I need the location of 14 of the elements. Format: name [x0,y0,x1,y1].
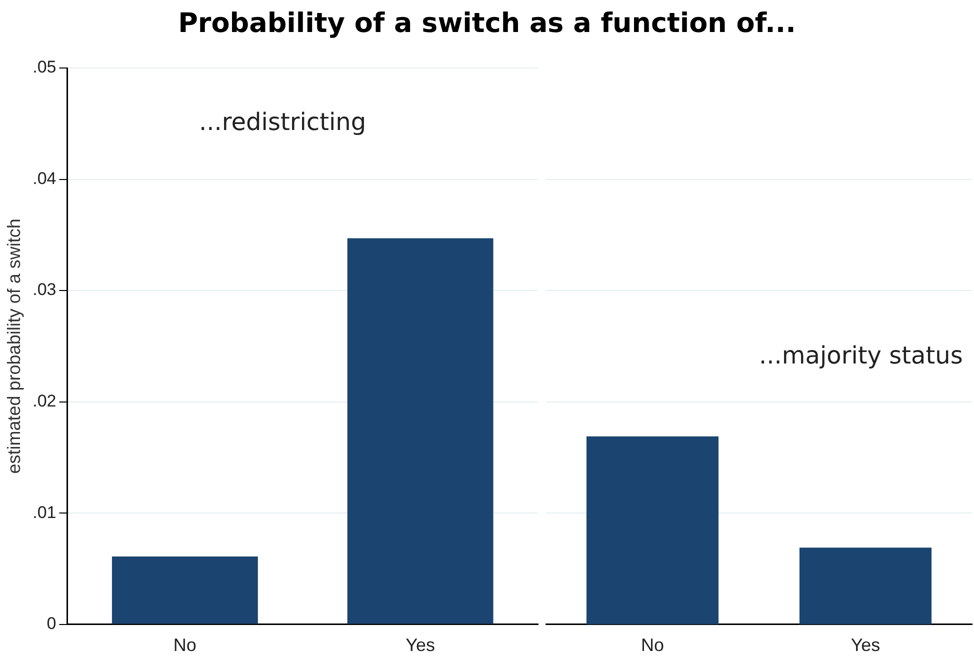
y-tick-label: .04 [32,168,56,188]
x-tick-label: Yes [406,635,435,656]
annotation: ...redistricting [199,108,366,136]
y-tick-label: 0 [46,614,56,634]
x-tick-label: Yes [850,635,880,656]
x-tick-label: No [173,635,196,656]
y-axis-title: estimated probability of a switch [4,218,24,474]
x-tick-label: No [640,635,664,656]
y-tick-label: .05 [32,58,56,77]
annotation: ...majority status [759,342,963,370]
chart-title: Probability of a switch as a function of... [177,8,797,39]
y-tick-label: .03 [32,280,56,300]
y-tick-label: .02 [32,392,56,411]
y-tick-label: .01 [32,502,56,522]
